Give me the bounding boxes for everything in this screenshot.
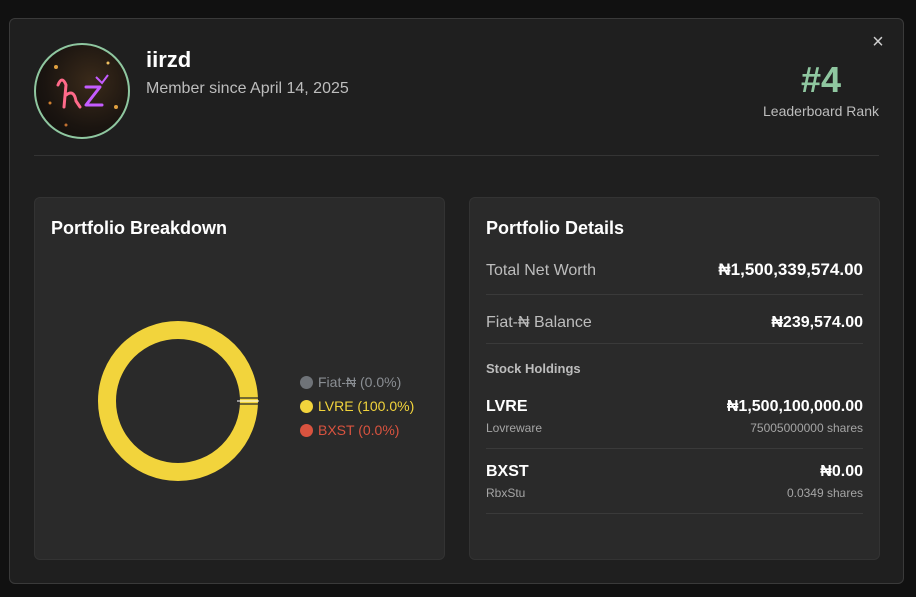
holding-row-lvre: LVRE Lovreware ₦1,500,100,000.00 7500500… — [486, 398, 863, 449]
breakdown-title: Portfolio Breakdown — [51, 218, 228, 238]
legend-label-fiat: Fiat-₦ (0.0%) — [318, 374, 402, 390]
close-icon[interactable]: × — [872, 31, 884, 53]
holding-name: Lovreware — [486, 421, 543, 435]
leaderboard-rank: #4 Leaderboard Rank — [763, 59, 879, 119]
avatar — [34, 43, 130, 139]
legend-item-fiat[interactable]: Fiat-₦ (0.0%) — [300, 370, 414, 394]
details-title: Portfolio Details — [486, 218, 625, 238]
legend-dot-lvre — [300, 399, 313, 413]
net-worth-value: ₦1,500,339,574.00 — [718, 260, 863, 279]
header-divider — [34, 155, 879, 156]
legend-item-lvre[interactable]: LVRE (100.0%) — [300, 394, 414, 418]
profile-modal: × iirzd Member since April 14, 2025 #4 L… — [9, 18, 904, 584]
legend-label-bxst: BXST (0.0%) — [318, 422, 400, 438]
net-worth-label: Total Net Worth — [486, 262, 596, 279]
fiat-balance-value: ₦239,574.00 — [771, 314, 863, 331]
fiat-balance-label: Fiat-₦ Balance — [486, 314, 592, 331]
legend-label-lvre: LVRE (100.0%) — [318, 398, 415, 414]
rank-label: Leaderboard Rank — [763, 103, 879, 119]
avatar-image — [48, 61, 118, 127]
fiat-balance-row: Fiat-₦ Balance ₦239,574.00 — [486, 312, 863, 344]
member-since: Member since April 14, 2025 — [146, 80, 349, 97]
holding-row-bxst: BXST RbxStu ₦0.00 0.0349 shares — [486, 463, 863, 514]
holding-symbol: BXST — [486, 463, 529, 480]
holding-name: RbxStu — [486, 486, 526, 500]
portfolio-donut-chart — [98, 321, 259, 481]
chart-legend: Fiat-₦ (0.0%) LVRE (100.0%) BXST (0.0%) — [300, 370, 414, 442]
legend-dot-bxst — [300, 423, 313, 437]
holding-amount: ₦1,500,100,000.00 — [726, 398, 863, 415]
username: iirzd — [146, 47, 192, 72]
holding-amount: ₦0.00 — [820, 463, 863, 480]
holding-symbol: LVRE — [486, 398, 528, 415]
legend-dot-fiat — [300, 375, 313, 389]
portfolio-details-card: Portfolio Details Total Net Worth ₦1,500… — [469, 197, 880, 560]
holding-shares: 75005000000 shares — [750, 421, 863, 435]
portfolio-breakdown-card: Portfolio Breakdown Fiat-₦ (0.0%) LVRE (… — [34, 197, 445, 560]
legend-item-bxst[interactable]: BXST (0.0%) — [300, 418, 414, 442]
net-worth-row: Total Net Worth ₦1,500,339,574.00 — [486, 260, 863, 295]
holding-shares: 0.0349 shares — [786, 486, 863, 500]
rank-number: #4 — [800, 59, 842, 100]
donut-slice-lvre[interactable] — [98, 321, 258, 481]
stock-holdings-title: Stock Holdings — [486, 361, 581, 376]
